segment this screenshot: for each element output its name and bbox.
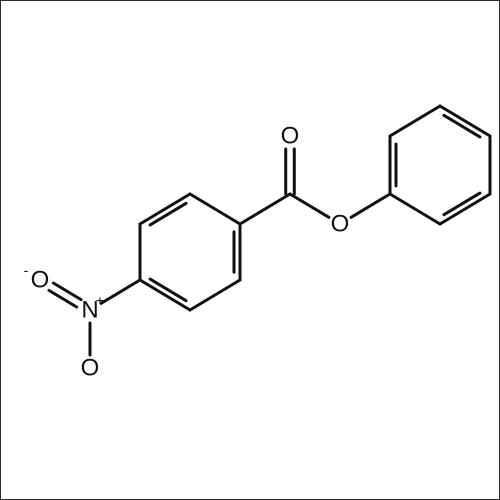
atom-label: O xyxy=(31,267,50,294)
charge-label: + xyxy=(96,292,104,308)
atom-label: O xyxy=(81,355,100,382)
molecule-diagram: OONOO+- xyxy=(0,0,500,500)
atom-label: O xyxy=(331,211,350,238)
charge-label: - xyxy=(24,262,29,278)
atom-label: O xyxy=(281,123,300,150)
